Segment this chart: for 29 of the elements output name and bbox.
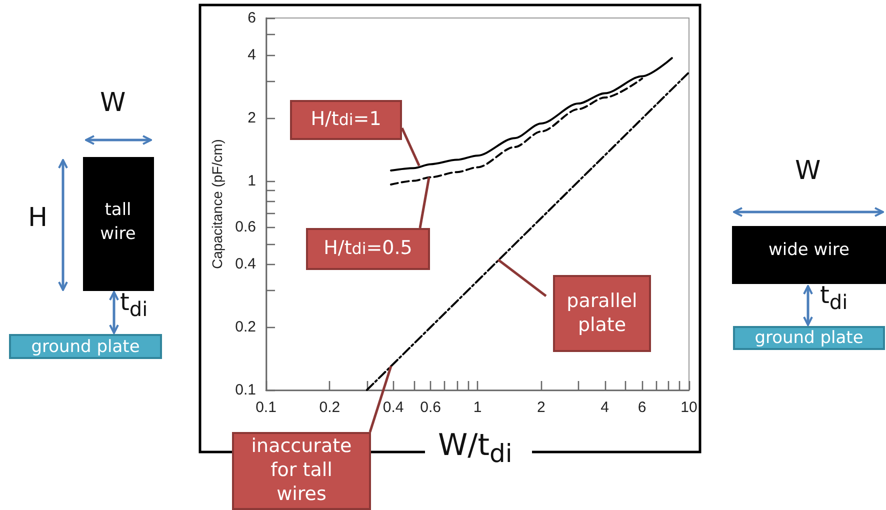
text: W	[100, 88, 126, 118]
text: H	[28, 203, 48, 233]
x-tick-label: 6	[638, 399, 646, 416]
y-tick-label: 2	[248, 109, 256, 126]
text: t$_{di}$	[820, 281, 848, 314]
text: W	[795, 156, 821, 186]
x-tick-label: 4	[600, 399, 610, 416]
text: ground plate	[733, 326, 885, 350]
y-tick-label: 0.4	[235, 256, 256, 273]
x-tick-label: 10	[680, 399, 698, 416]
y-tick-label: 4	[248, 46, 256, 64]
x-tick-label: 0.4	[382, 399, 404, 416]
y-tick-label: 6	[248, 10, 256, 26]
annotation: inaccurate for tall wires	[232, 432, 371, 510]
y-tick-label: 0.6	[235, 218, 256, 236]
y-axis-title: Capacitance (pF/cm)	[209, 139, 225, 269]
x-tick-label: 1	[473, 399, 482, 416]
annotation: parallel plate	[553, 275, 651, 352]
y-tick-label: 0.2	[235, 318, 256, 336]
text: ground plate	[9, 334, 162, 359]
y-tick-label: 1	[248, 172, 256, 190]
text: t$_{di}$	[120, 288, 148, 321]
x-tick-label: 0.2	[319, 399, 340, 416]
text: tall wire	[99, 199, 137, 246]
x-tick-label: 2	[536, 399, 546, 416]
text: wide wire	[768, 240, 850, 260]
x-tick-label: 0.6	[420, 399, 442, 416]
x-axis-title: W/t$_{di}$	[438, 428, 512, 468]
y-tick-label: 0.1	[235, 382, 256, 398]
